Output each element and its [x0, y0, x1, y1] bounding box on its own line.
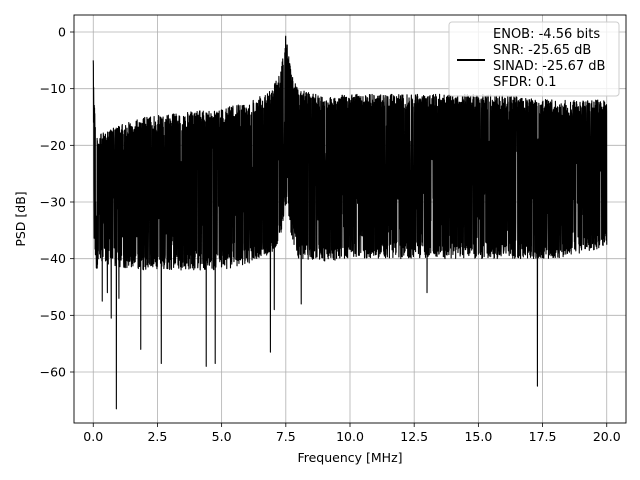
x-tick-label: 12.5: [400, 429, 428, 444]
y-tick-label: −20: [40, 138, 66, 153]
axis-ticks: 0.0 2.5 5.0 7.5 10.0 12.5 15.0 17.5 20.0 0 −10 −20 −…: [40, 25, 621, 445]
y-axis-title: PSD [dB]: [13, 191, 28, 246]
legend-box: [448, 21, 620, 97]
y-tick-label: −50: [40, 308, 66, 323]
y-tick-label: −40: [40, 251, 66, 266]
legend-line-enob: ENOB: -4.56 bits: [493, 27, 600, 42]
legend: ENOB: -4.56 bits SNR: -25.65 dB SINAD: -…: [448, 21, 620, 97]
y-tick-label: −10: [40, 81, 66, 96]
x-tick-label: 15.0: [464, 429, 492, 444]
x-tick-label: 17.5: [529, 429, 557, 444]
legend-line-sinad: SINAD: -25.67 dB: [493, 59, 605, 74]
y-tick-label: −60: [40, 365, 66, 380]
y-tick-label: 0: [58, 25, 66, 40]
psd-trace-group: [92, 35, 608, 410]
x-tick-label: 2.5: [147, 429, 167, 444]
legend-line-snr: SNR: -25.65 dB: [493, 43, 591, 58]
x-tick-label: 20.0: [593, 429, 621, 444]
x-tick-label: 5.0: [212, 429, 232, 444]
x-tick-label: 0.0: [83, 429, 103, 444]
y-tick-label: −30: [40, 195, 66, 210]
psd-trace: [92, 35, 608, 410]
x-tick-label: 7.5: [276, 429, 296, 444]
x-axis-title: Frequency [MHz]: [297, 450, 402, 465]
legend-line-sfdr: SFDR: 0.1: [493, 75, 557, 90]
x-tick-label: 10.0: [336, 429, 364, 444]
